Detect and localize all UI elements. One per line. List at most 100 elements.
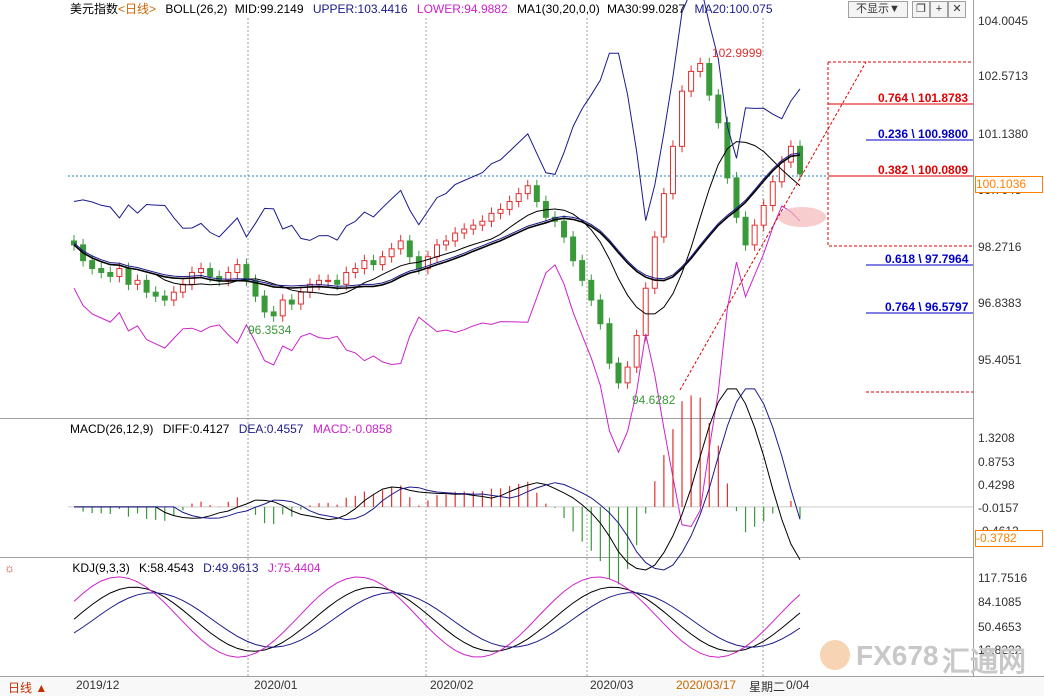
x-axis-label: 2019/12 (76, 678, 120, 692)
fib-level-label: 0.382 \ 100.0809 (878, 163, 969, 177)
candle-body (597, 299, 604, 325)
candle-body (170, 291, 177, 301)
candle-body (134, 279, 141, 285)
candle-body (397, 240, 404, 250)
macd-axis-label: -0.0157 (978, 501, 1019, 515)
candle-body (406, 240, 413, 258)
candle-body (633, 335, 640, 368)
hide-indicator-dropdown[interactable]: 不显示▼ (848, 1, 908, 18)
macd-name[interactable]: MACD(26,12,9) (70, 422, 154, 436)
close-icon[interactable]: ✕ (948, 1, 966, 18)
panel-divider-main (0, 418, 973, 419)
fib-box (827, 61, 973, 393)
boll-mid: MID:99.2149 (234, 2, 304, 16)
highlight-ellipse (778, 207, 826, 227)
candle-body (243, 264, 250, 281)
candle-body (334, 279, 341, 285)
kdj-name[interactable]: KDJ(9,3,3) (72, 561, 130, 575)
kdj-k-line (73, 586, 801, 652)
period-tab[interactable]: 日线 ▲ (8, 679, 47, 696)
period-tab-label: 日线 (8, 681, 33, 695)
candle-body (479, 220, 486, 226)
ma-line (73, 154, 801, 290)
ma1-label[interactable]: MA1(30,20,0,0) (516, 2, 600, 16)
fib-level-label: 0.236 \ 100.9800 (878, 127, 969, 141)
candle-body (615, 362, 622, 384)
candle-body (234, 264, 241, 273)
candle-body (116, 268, 123, 277)
add-icon[interactable]: + (930, 1, 948, 18)
candle-body (161, 295, 168, 301)
price-axis-label: 104.0045 (978, 14, 1029, 28)
main-indicator-header: 美元指数<日线> BOLL(26,2) MID:99.2149 UPPER:10… (0, 0, 1044, 18)
boll-upper: UPPER:103.4416 (312, 2, 408, 16)
candle-body (497, 208, 504, 214)
price-axis-label: 96.8383 (978, 296, 1022, 310)
macd-axis-label: 0.8753 (978, 455, 1015, 469)
candle-body (443, 240, 450, 246)
candle-body (579, 260, 586, 281)
price-axis-label: 102.5713 (978, 69, 1029, 83)
cursor-date: 2020/03/17 (676, 678, 737, 692)
candle-body (570, 236, 577, 262)
x-axis-label: 2020/01 (254, 678, 298, 692)
x-axis-label: 2020/02 (430, 678, 474, 692)
candle-body (524, 185, 531, 195)
candle-body (434, 244, 440, 258)
period-label[interactable]: <日线> (118, 2, 157, 16)
candle-body (769, 181, 776, 206)
macd-header: MACD(26,12,9) DIFF:0.4127 DEA:0.4557 MAC… (0, 420, 1044, 438)
current-price-tag: 100.1036 (975, 176, 1043, 193)
candlestick-chart[interactable] (0, 0, 973, 676)
macd-current-tag: -0.3782 (975, 530, 1043, 547)
candle-body (461, 228, 468, 234)
boll-mid-line (73, 152, 801, 287)
price-axis-label: 101.1380 (978, 127, 1029, 141)
restore-icon[interactable]: ❐ (912, 1, 930, 18)
candle-body (125, 268, 132, 285)
candle-body (488, 212, 495, 222)
kdj-axis-label: 117.7516 (978, 571, 1028, 585)
fx678-logo-icon (820, 640, 850, 670)
candle-body (697, 63, 704, 72)
kdj-d-line (73, 592, 801, 648)
macd-dea-line (74, 388, 801, 571)
panel-divider-macd (0, 557, 973, 558)
low-annotation: 94.6282 (632, 393, 676, 407)
macd-diff: DIFF:0.4127 (162, 422, 230, 436)
period-arrow-icon: ▲ (35, 681, 48, 695)
macd-axis-label: 1.3208 (978, 431, 1015, 445)
candle-body (388, 248, 395, 258)
x-axis-label: 2020/03 (590, 678, 634, 692)
boll-lower: LOWER:94.9882 (416, 2, 508, 16)
watermark-brand: FX678 (856, 640, 939, 671)
kdj-k: K:58.4543 (139, 561, 194, 575)
macd-dea: DEA:0.4557 (238, 422, 304, 436)
ma20-value: MA20:100.075 (694, 2, 773, 16)
cursor-weekday: 星期二 (749, 680, 786, 694)
boll-upper-line (73, 0, 801, 241)
price-axis-label: 95.4051 (978, 353, 1022, 367)
kdj-axis-label: 16.8222 (978, 643, 1022, 657)
candle-body (606, 323, 613, 364)
candle-body (660, 193, 667, 238)
mid-low-annotation: 96.3534 (248, 323, 292, 337)
candle-body (343, 271, 350, 285)
boll-label[interactable]: BOLL(26,2) (165, 2, 228, 16)
kdj-settings-icon[interactable]: ☼ (4, 561, 15, 575)
candle-body (143, 279, 150, 293)
macd-value: MACD:-0.0858 (312, 422, 393, 436)
candle-body (742, 216, 749, 246)
candle-body (561, 220, 568, 238)
ma30-value: MA30:99.0287 (607, 2, 686, 16)
candle-body (706, 63, 713, 96)
candle-body (515, 193, 522, 203)
candle-body (751, 224, 758, 246)
kdj-axis-label: 84.1085 (978, 595, 1022, 609)
symbol-name: 美元指数 (70, 2, 119, 16)
candle-body (588, 279, 595, 301)
candle-body (669, 145, 676, 195)
candle-body (152, 291, 159, 297)
fib-level-label: 0.764 \ 101.8783 (878, 91, 969, 105)
candle-body (452, 232, 459, 242)
